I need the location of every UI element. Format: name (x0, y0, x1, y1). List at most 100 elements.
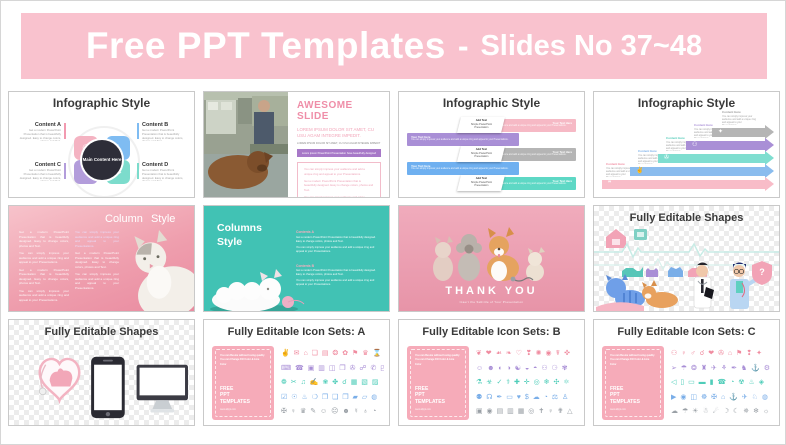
slide-title: Fully Editable Icon Sets: A (227, 326, 366, 338)
filler-text: You can simply impress your audience and… (469, 182, 567, 185)
icon-row-teal: ◁ ▯ ▭ ▬ ▮ ☎ ◔ ☢ ♨ ◈ (671, 379, 765, 386)
slide-title: Fully Editable Shapes (629, 212, 744, 224)
free-ppt-templates-logo: FREE PPT TEMPLATES (415, 385, 445, 405)
tag-line: Presentation (474, 155, 489, 159)
slide-title: Column Style (105, 213, 176, 225)
pets-photo (433, 227, 545, 282)
header-banner: Free PPT Templates - Slides No 37~48 (21, 13, 767, 79)
filler-text: Get a modern PowerPoint Presentation tha… (296, 269, 376, 277)
filler-text: Get a modern PowerPoint Presentation tha… (296, 235, 376, 243)
accent-bar (137, 163, 139, 179)
slide-47-icon-set-b[interactable]: Fully Editable Icon Sets: B You can Resi… (398, 319, 585, 426)
icon-row-purple: ➢ ☂ ❂ ♜ ✈ ⚘ ✒ ♞ ⚓ ⚙ (671, 364, 771, 372)
icon-row-teal: ⚗ ☣ ✓ ⚕ ✚ ✛ ◎ ❄ ✣ ⚛ (476, 379, 570, 386)
subtitle-text: LOREM IPSUM DOLOR SIT AMET, CU USU AGAM … (297, 127, 375, 139)
filler-text: Get a modern PowerPoint Presentation tha… (19, 129, 61, 141)
content-label: Content Here You can simply impress your… (666, 136, 700, 151)
content-a-block: Content A Get a modern PowerPoint Presen… (15, 122, 61, 141)
text-sections: Contents A Get a modern PowerPoint Prese… (296, 230, 382, 289)
icon-row-purple: ⌨ ☎ ▣ ▥ ◫ ❒ ✇ ☍ ✆ ◰ (281, 364, 384, 372)
add-text-tag: Add Text Simple PowerPoint Presentation (457, 146, 505, 162)
filler-text: You can simply impress your audience and… (304, 167, 365, 176)
filler-text: You can simply impress your audience and… (75, 272, 119, 290)
bar-label: Your Text Here (552, 178, 572, 183)
filler-text: Get a modern PowerPoint Presentation tha… (19, 230, 69, 248)
caption-text: LOREM IPSUM DOLOR SIT AMET, CU USU AGAM … (297, 142, 381, 146)
filler-text: Get a modern PowerPoint Presentation tha… (19, 169, 61, 181)
slide-37-infographic-matrix[interactable]: Infographic Style ⚇ ! ❞ ▶ Main Content H… (8, 91, 195, 198)
tag-line: Add Text (475, 119, 488, 122)
content-c-block: Content C Get a modern PowerPoint Presen… (15, 162, 61, 181)
icon-row-blue: ⚉ ☊ ✒ ▭ ♥ $ ☁ ◔ ⚖ ♙ (476, 393, 569, 401)
section-a-header: Contents A (296, 230, 314, 234)
filler-text: You can simply impress your audience and… (666, 140, 700, 152)
vet-shapes-illustration: ? (594, 229, 779, 311)
vet-clinic-dog-photo (204, 92, 288, 197)
slide-42-columns-style[interactable]: Columns Style Contents A Get a modern Po… (203, 205, 390, 312)
free-ppt-panel: You can Resize without losing quality Yo… (212, 346, 274, 420)
content-a-label: Content A (34, 122, 61, 128)
purple-bar: Your Text Here You can simply impress yo… (407, 133, 519, 146)
icon-row-purple: ☺ ☻ ◐ ◑ ☯ ◒ ◓ ⚇ ⚆ ✾ (476, 364, 568, 372)
slide-44-editable-shapes-vet[interactable]: Fully Editable Shapes (593, 205, 780, 312)
teal-arrow: ✇ (658, 151, 774, 165)
body-text-box: You can simply impress your audience and… (297, 162, 381, 198)
icon-grid: ✌ ✉ ⌂ ❏ ▤ ❂ ✿ ⚑ ♛ ⌛ ⌨ ☎ ▣ ▥ ◫ ❒ ✇ ☍ ✆ ◰ … (281, 347, 384, 420)
shield-question-mark: ? (759, 267, 765, 277)
filler-text: You can simply impress your audience and… (304, 194, 365, 198)
devices-shapes-illustration (38, 356, 188, 419)
content-d-label: Content D (142, 162, 169, 168)
filler-text: You can simply impress your audience and… (296, 279, 375, 287)
icon-grid: ⚇ ♀ ♂ ☌ ❤ ✇ ⌂ ⚑ ❢ ✦ ➢ ☂ ❂ ♜ ✈ ⚘ ✒ ♞ ⚓ ⚙ … (671, 347, 774, 420)
main-content-circle: Main Content Here (82, 140, 122, 180)
icon-row-blue: ▶ ◉ ◫ ☸ ✠ ⌂ ⚓ ✈ ♘ ◍ (671, 393, 768, 401)
kitten-photo (210, 269, 305, 311)
subtitle-text: Insert the Subtitle of Your Presentation (459, 300, 524, 304)
slide-title: Infographic Style (442, 96, 541, 110)
filler-text: You can simply impress your audience and… (19, 288, 69, 302)
slide-41-column-style[interactable]: Column Style Get a modern PowerPoint Pre… (8, 205, 195, 312)
filler-text: Get a modern PowerPoint Presentation tha… (304, 178, 374, 192)
icon-row-teal: ❁ ✂ ♫ ✍ ❀ ✤ ☌ ▦ ▧ ▨ (281, 379, 379, 386)
slide-title: Columns Style (217, 222, 262, 248)
purple-arrow: ⚇ (686, 138, 774, 152)
blue-arrow: ✌ (630, 164, 774, 178)
filler-text: You can simply impress your audience and… (638, 153, 672, 165)
text-column-2: You can simply impress your audience and… (75, 230, 119, 306)
icon-row-gray: ✠ ♀ ♛ ✎ ☺ ☹ ☻ ☿ ♁ ◔ (281, 408, 377, 415)
content-label: Content Here You can simply impress your… (638, 149, 672, 164)
slide-45-editable-shapes-devices[interactable]: Fully Editable Shapes (8, 319, 195, 426)
content-label: Content Here You can simply impress your… (722, 110, 756, 125)
slide-48-icon-set-c[interactable]: Fully Editable Icon Sets: C You can Resi… (593, 319, 780, 426)
panel-text: You can Resize without losing quality (610, 354, 655, 357)
filler-text: You can simply impress your audience and… (694, 127, 728, 139)
content-b-block: Content B Get a modern PowerPoint Presen… (142, 122, 188, 141)
cart-icon: ✇ (664, 155, 670, 161)
star-icon: ✦ (718, 129, 724, 135)
slide-39-infographic-bars[interactable]: Infographic Style Your Text Here You can… (398, 91, 585, 198)
slide-43-thank-you[interactable]: THANK YOU Insert the Subtitle of Your Pr… (398, 205, 585, 312)
slide-title: Fully Editable Icon Sets: C (617, 326, 756, 338)
accent-bar (64, 163, 66, 179)
content-label: Content Here You can simply impress your… (694, 123, 728, 138)
slide-title: Fully Editable Shapes (44, 326, 159, 338)
filler-text: You can simply impress your audience and… (411, 138, 509, 141)
filler-text: You can simply impress your audience and… (722, 114, 756, 126)
add-text-tag: Add Text Simple PowerPoint Presentation (457, 175, 505, 191)
panel-text: You can Change Fill Color & Line Color (220, 358, 260, 366)
slide-title: Fully Editable Icon Sets: B (422, 326, 561, 338)
slide-40-infographic-arrows[interactable]: Infographic Style Content Here You can s… (593, 91, 780, 198)
slide-38-awesome-slide[interactable]: AWESOME SLIDE LOREM IPSUM DOLOR SIT AMET… (203, 91, 390, 198)
filler-text: Get a modern PowerPoint Presentation tha… (19, 267, 69, 286)
slide-title: Infographic Style (637, 96, 736, 110)
tag-line: Add Text (475, 148, 488, 151)
text-column-1: Get a modern PowerPoint Presentation tha… (19, 230, 69, 306)
person-icon: ⚇ (692, 142, 698, 148)
filler-text: You can simply impress your audience and… (19, 251, 69, 264)
chat-icon: ❞ (608, 181, 612, 187)
section-b-header: Contents B (296, 263, 315, 268)
panel-text: You can Resize without losing quality (415, 354, 460, 357)
slide-46-icon-set-a[interactable]: Fully Editable Icon Sets: A You can Resi… (203, 319, 390, 426)
icon-row-gray: ▣ ◉ ▤ ▥ ▦ ◎ ✝ ♀ ✟ △ (476, 408, 573, 415)
